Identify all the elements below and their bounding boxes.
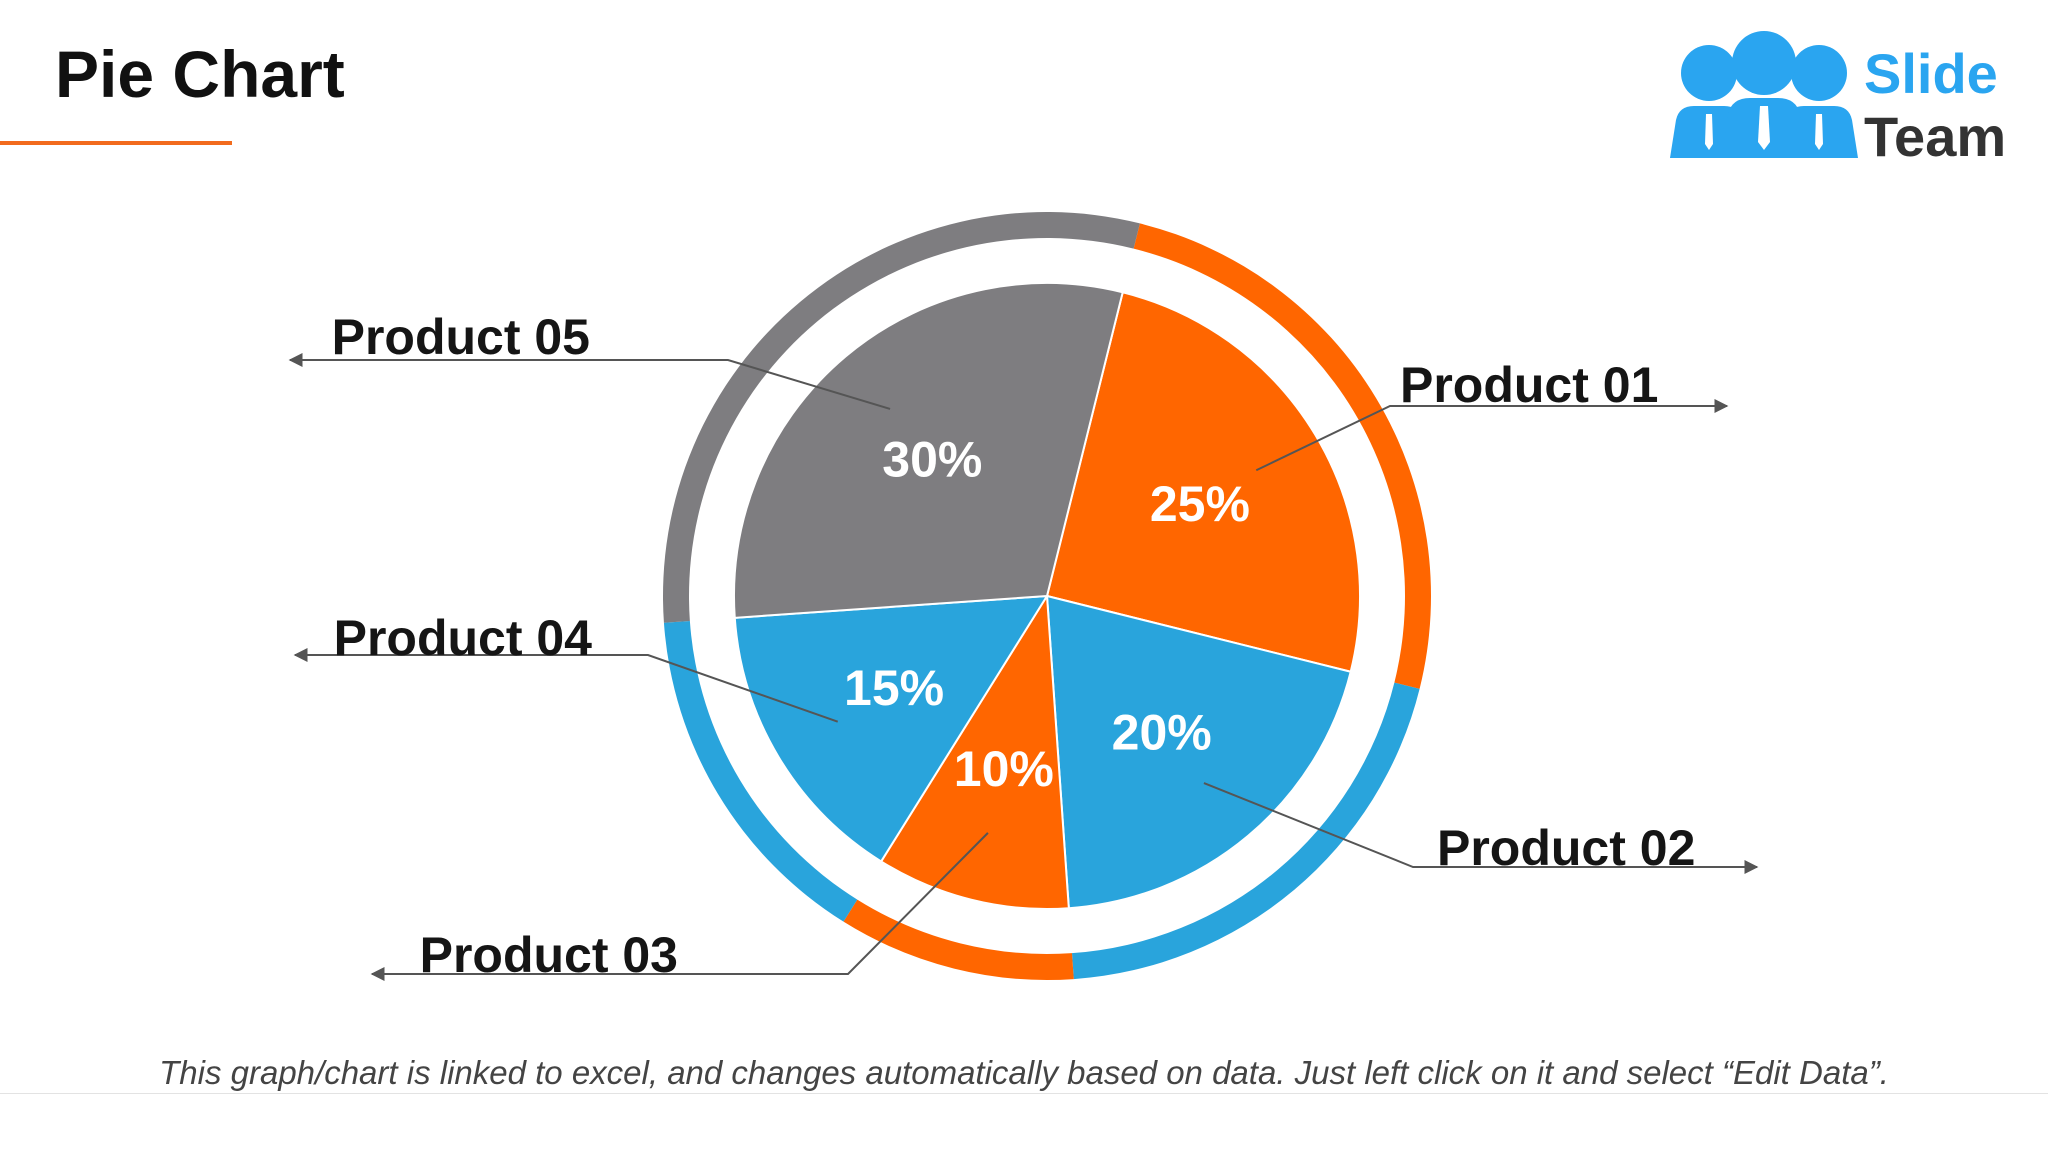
logo-text-slide: Slide bbox=[1864, 42, 1998, 105]
category-labels: Product 01 Product 02 Product 03 Product 04… bbox=[332, 309, 1696, 983]
leader-line-product-04 bbox=[293, 648, 839, 723]
footer-note: This graph/chart is linked to excel, and… bbox=[159, 1054, 1889, 1091]
outer-ring bbox=[663, 212, 1431, 980]
pie-slice-product-04 bbox=[733, 594, 1049, 863]
pie-slice-product-05 bbox=[733, 282, 1124, 619]
slideteam-logo: Slide Team bbox=[1670, 31, 2006, 168]
category-label-product-02: Product 02 bbox=[1437, 820, 1695, 876]
logo-text-team: Team bbox=[1864, 105, 2006, 168]
pie-slices bbox=[733, 282, 1361, 910]
pie-slice-product-02 bbox=[1045, 594, 1352, 910]
leader-line-product-05 bbox=[288, 353, 891, 410]
value-label-product-05: 30% bbox=[882, 431, 982, 487]
leader-line-product-01 bbox=[1255, 399, 1729, 472]
pie-slice-product-01 bbox=[1045, 291, 1361, 673]
footer-rule bbox=[0, 1093, 2048, 1094]
leader-line-product-03 bbox=[370, 832, 989, 981]
slide-title: Pie Chart bbox=[55, 37, 345, 111]
ring-segment-product-04 bbox=[663, 620, 858, 922]
people-group-icon bbox=[1670, 31, 1858, 158]
title-underline bbox=[0, 141, 232, 145]
category-label-product-04: Product 04 bbox=[334, 610, 593, 666]
value-labels: 25% 20% 10%15% 30% bbox=[844, 431, 1250, 797]
category-label-product-05: Product 05 bbox=[332, 309, 590, 365]
value-label-product-03: 10% bbox=[954, 741, 1054, 797]
value-label-product-01: 25% bbox=[1150, 476, 1250, 532]
category-label-product-01: Product 01 bbox=[1400, 357, 1658, 413]
category-label-product-03: Product 03 bbox=[420, 927, 678, 983]
ring-segment-product-02 bbox=[1071, 682, 1420, 980]
pie-slice-product-03 bbox=[879, 592, 1070, 910]
ring-segment-product-01 bbox=[1133, 223, 1431, 689]
value-label-product-02: 20% bbox=[1112, 705, 1212, 761]
ring-segment-product-03 bbox=[843, 899, 1074, 980]
leader-line-product-02 bbox=[1203, 782, 1759, 874]
leader-lines bbox=[288, 353, 1759, 981]
value-label-product-04: 15% bbox=[844, 660, 944, 716]
